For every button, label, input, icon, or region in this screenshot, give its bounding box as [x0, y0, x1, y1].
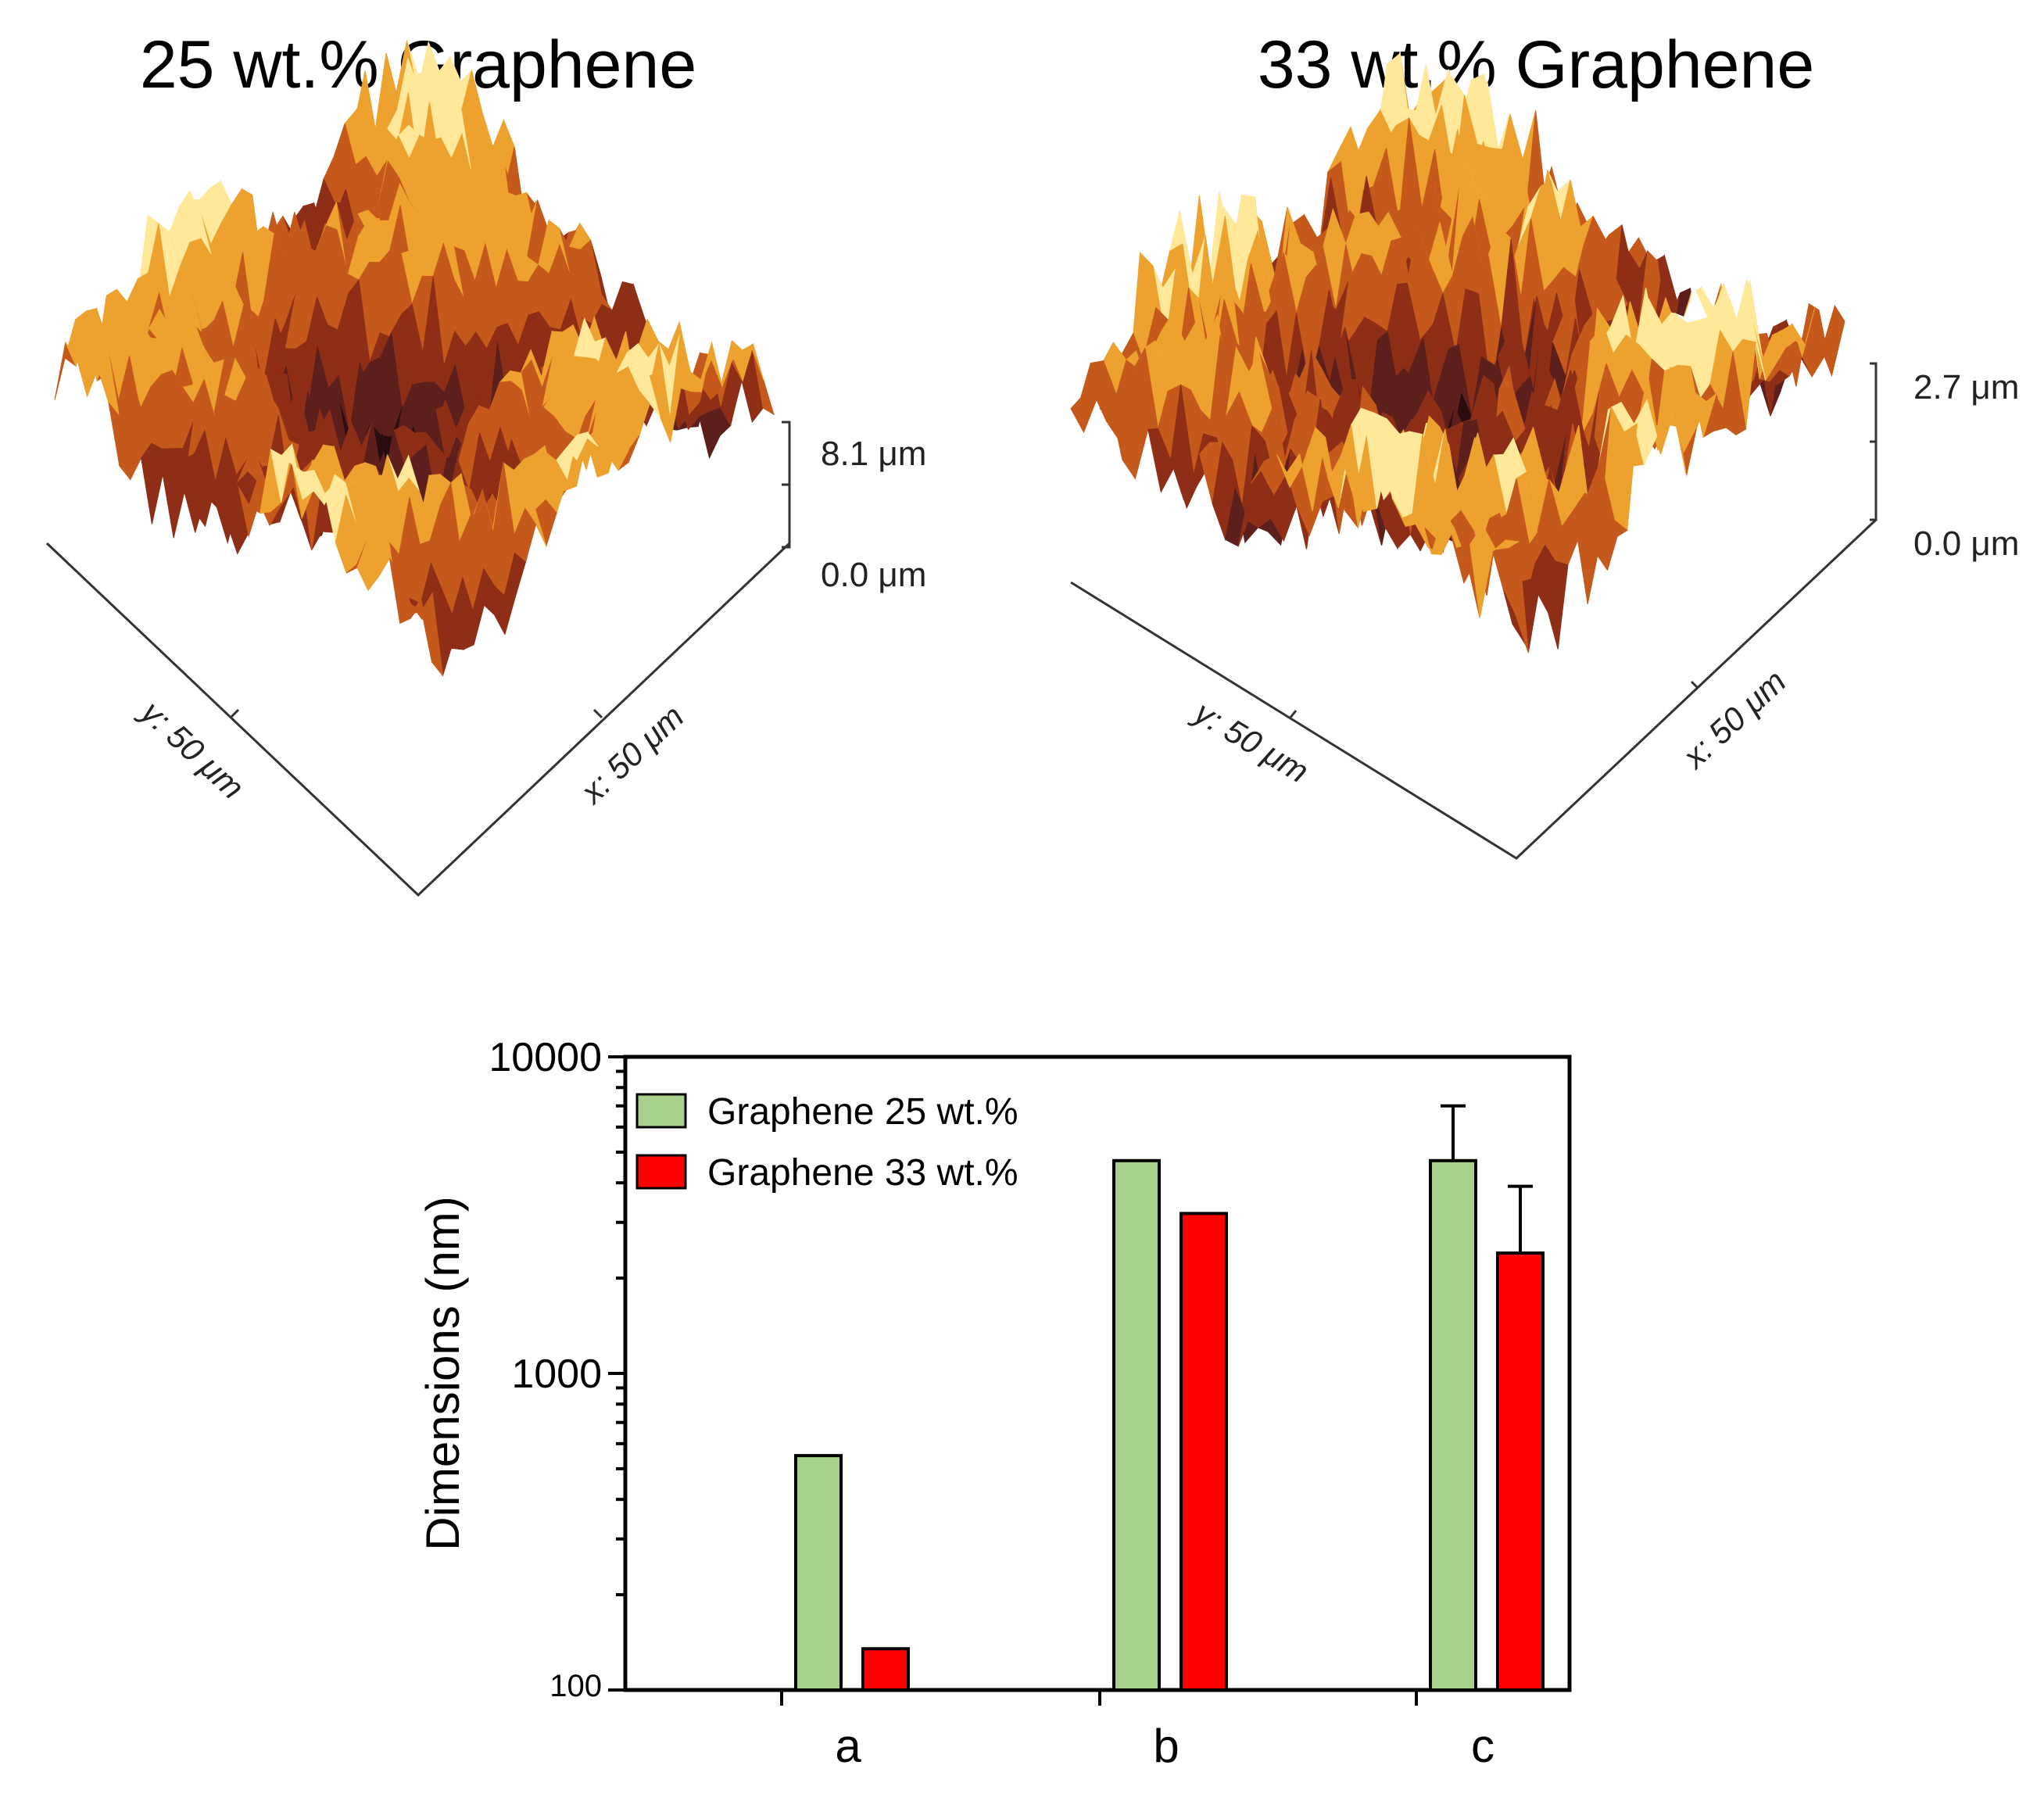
y-axis-title: Dimensions (nm): [417, 1196, 469, 1550]
base-axes-25: [45, 542, 791, 897]
x-tick-label: a: [835, 1720, 861, 1772]
legend-swatch-25: [635, 1093, 687, 1129]
base-axes-33: [1070, 518, 1878, 860]
bar-c-25: [1429, 1158, 1477, 1692]
z-min-label-33: 0.0 μm: [1913, 525, 2019, 563]
legend-swatch-33: [635, 1154, 687, 1190]
afm-surface-33: [1070, 52, 1845, 653]
y-tick-label: 1000: [511, 1352, 602, 1397]
x-tick-label: b: [1153, 1720, 1179, 1772]
x-axis-tick-25: [592, 708, 603, 719]
y-tick-label: 100: [549, 1669, 602, 1703]
bar-a-25: [794, 1454, 843, 1692]
afm-panel-25: 25 wt.% Graphene y: 50 μm x: 50 μm 8.1 μ…: [45, 27, 926, 897]
x-axis-tick-labels: a b c: [780, 1690, 1495, 1772]
legend: Graphene 25 wt.% Graphene 33 wt.%: [635, 1091, 1018, 1194]
afm-panel-33: 33 wt.% Graphene y: 50 μm x: 50 μm 2.7 μ…: [1070, 27, 2019, 860]
x-axis-label-33: x: 50 μm: [1675, 663, 1793, 776]
bars: [794, 1104, 1545, 1692]
surface-facet: [1494, 539, 1520, 550]
bar-a-33: [861, 1647, 910, 1692]
z-min-label-25: 0.0 μm: [821, 556, 926, 594]
bar-chart: 100 1000 10000 a b c Dimensions (nm) Graphen…: [417, 1035, 1572, 1772]
y-axis-label-25: y: 50 μm: [133, 692, 252, 806]
bar-b-25: [1112, 1158, 1161, 1692]
y-axis-tick-25: [229, 708, 240, 719]
x-tick-label: c: [1471, 1720, 1495, 1772]
y-axis-label-33: y: 50 μm: [1187, 693, 1316, 790]
x-axis-label-25: x: 50 μm: [573, 698, 691, 811]
legend-label-25: Graphene 25 wt.%: [707, 1091, 1018, 1133]
x-axis-tick-33: [1690, 680, 1699, 689]
y-axis-tick-33: [1288, 710, 1298, 719]
y-tick-label: 10000: [489, 1035, 602, 1080]
surface-facet: [410, 593, 433, 621]
legend-label-33: Graphene 33 wt.%: [707, 1152, 1018, 1194]
bar-c-33: [1496, 1251, 1545, 1692]
afm-surface-25: [54, 39, 775, 677]
plot-area: [623, 1054, 1572, 1692]
z-max-label-25: 8.1 μm: [821, 435, 926, 473]
y-axis-ticks: 100 1000 10000: [489, 1035, 625, 1703]
z-max-label-33: 2.7 μm: [1913, 368, 2019, 406]
bar-b-33: [1180, 1212, 1228, 1692]
panel-title-33: 33 wt.% Graphene: [1258, 27, 1814, 102]
